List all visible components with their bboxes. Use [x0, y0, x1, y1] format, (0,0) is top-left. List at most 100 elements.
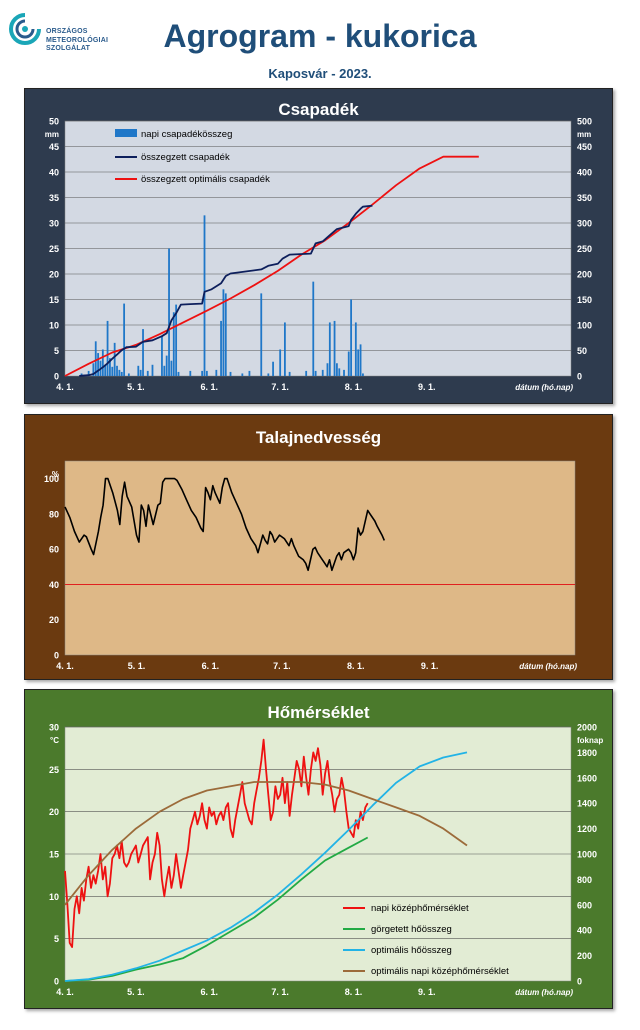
csapadek-panel: Csapadék 0 5 10 15 20 25 30 35 40 45 50 0 50 100 150 200…: [24, 88, 613, 404]
y2-tick-label: 350: [577, 193, 592, 203]
legend-label: napi csapadékösszeg: [141, 129, 232, 140]
y-tick-label: 25: [49, 765, 59, 775]
series-line-1: [64, 836, 369, 982]
x-tick-label: 7. 1.: [273, 661, 291, 671]
precip-bar: [267, 373, 270, 376]
precip-bar: [170, 360, 173, 376]
precip-bar: [326, 363, 329, 376]
precip-bar: [92, 363, 95, 376]
y2-tick-label: 300: [577, 219, 592, 229]
precip-bar: [151, 364, 154, 376]
page-subtitle: Kaposvár - 2023.: [268, 66, 372, 81]
precip-bar: [312, 281, 315, 376]
x-axis-label: dátum (hó.nap): [515, 988, 573, 997]
y-tick-label: 10: [49, 321, 59, 331]
legend-label: napi középhőmérséklet: [371, 903, 469, 914]
y-tick-label: 5: [54, 934, 59, 944]
precip-bar: [362, 373, 364, 376]
omsz-logo: ORSZÁGOS METEOROLÓGIAI SZOLGÁLAT: [8, 12, 158, 52]
x-tick-label: 8. 1.: [345, 987, 363, 997]
y-tick-label: 0: [54, 977, 59, 987]
precip-bar: [347, 351, 350, 376]
precip-bar: [224, 293, 227, 376]
precip-bar: [80, 373, 83, 376]
y2-tick-label: 50: [577, 346, 587, 356]
precip-bar: [111, 366, 114, 376]
x-tick-label: 5. 1.: [127, 987, 145, 997]
y2-tick-label: 400: [577, 926, 592, 936]
y2-tick-label: 500: [577, 117, 592, 127]
x-tick-label: 6. 1.: [200, 382, 218, 392]
precip-bar: [201, 370, 204, 376]
precip-bar: [127, 373, 130, 376]
legend-label: görgetett hőösszeg: [371, 924, 452, 935]
x-tick-label: 9. 1.: [421, 661, 439, 671]
precip-bar: [288, 371, 291, 376]
precip-bar: [161, 336, 163, 376]
homerseklet-panel: Hőmérséklet 0 5 10 15 20 25 30 0 200 400 600 800 1000…: [24, 689, 613, 1009]
x-tick-label: 6. 1.: [202, 661, 220, 671]
y2-tick-label: 400: [577, 168, 592, 178]
y2-tick-label: 1400: [577, 799, 597, 809]
homerseklet-chart: Hőmérséklet 0 5 10 15 20 25 30 0 200 400 600 800 1000…: [49, 703, 603, 997]
precip-bar: [328, 322, 331, 376]
y2-tick-label: 200: [577, 951, 592, 961]
y-tick-label: 15: [49, 850, 59, 860]
precip-bar: [177, 371, 180, 376]
precip-bar: [350, 299, 353, 376]
legend-swatch-bars: [115, 129, 137, 137]
x-tick-label: 4. 1.: [56, 661, 74, 671]
precip-bar: [220, 320, 222, 376]
precip-bar: [172, 312, 175, 376]
series-line-2: [64, 751, 468, 982]
y-tick-label: 30: [49, 219, 59, 229]
talajnedvesseg-panel: Talajnedvesség 0 20 40 60 80 100% 4. 1. 5. 1. 6. …: [24, 414, 613, 680]
precip-bar: [205, 370, 208, 376]
precip-bar: [97, 353, 100, 376]
precip-bar: [87, 370, 90, 376]
x-tick-label: 7. 1.: [271, 987, 289, 997]
precip-bar: [123, 303, 126, 376]
precip-bar: [139, 369, 142, 376]
precip-bar: [248, 370, 251, 376]
precip-bar: [118, 369, 121, 376]
talajnedvesseg-chart: Talajnedvesség 0 20 40 60 80 100% 4. 1. 5. 1. 6. …: [44, 428, 577, 671]
precip-bar: [109, 358, 111, 376]
precip-bar: [165, 355, 168, 376]
y-axis-label: °C: [50, 736, 59, 745]
x-tick-label: 8. 1.: [347, 661, 365, 671]
series-line-3: [64, 781, 468, 906]
soil-moisture-line: [64, 477, 386, 572]
plot-area: [64, 460, 576, 656]
y-tick-label: 0: [54, 372, 59, 382]
x-tick-label: 4. 1.: [56, 987, 74, 997]
legend-label: optimális hőösszeg: [371, 945, 452, 956]
precip-bar: [354, 322, 357, 376]
x-tick-label: 9. 1.: [418, 987, 436, 997]
precip-bar: [101, 349, 104, 376]
y2-tick-label: 150: [577, 295, 592, 305]
precip-bar: [104, 364, 107, 376]
precip-bar: [343, 369, 345, 376]
y-tick-label: 20: [49, 270, 59, 280]
y2-tick-label: 600: [577, 900, 592, 910]
chart-title: Csapadék: [278, 100, 359, 119]
y2-axis-label: foknap: [577, 736, 603, 745]
precip-bar: [357, 349, 360, 376]
y2-tick-label: 1200: [577, 824, 597, 834]
precip-bar: [222, 289, 225, 376]
csapadek-chart: Csapadék05101520253035404550050100150200…: [45, 100, 592, 392]
logo-text: ORSZÁGOS METEOROLÓGIAI SZOLGÁLAT: [46, 28, 109, 52]
y-tick-label: 60: [49, 545, 59, 555]
y-tick-label: 40: [49, 580, 59, 590]
y-tick-label: 45: [49, 142, 59, 152]
x-tick-label: 4. 1.: [56, 382, 74, 392]
precip-bar: [120, 371, 123, 376]
y-tick-label: 5: [54, 346, 59, 356]
x-tick-label: 6. 1.: [200, 987, 218, 997]
y2-tick-label: 450: [577, 142, 592, 152]
y2-tick-label: 200: [577, 270, 592, 280]
y-tick-label: 80: [49, 509, 59, 519]
precip-bar: [333, 320, 336, 376]
precip-bar: [283, 322, 286, 376]
